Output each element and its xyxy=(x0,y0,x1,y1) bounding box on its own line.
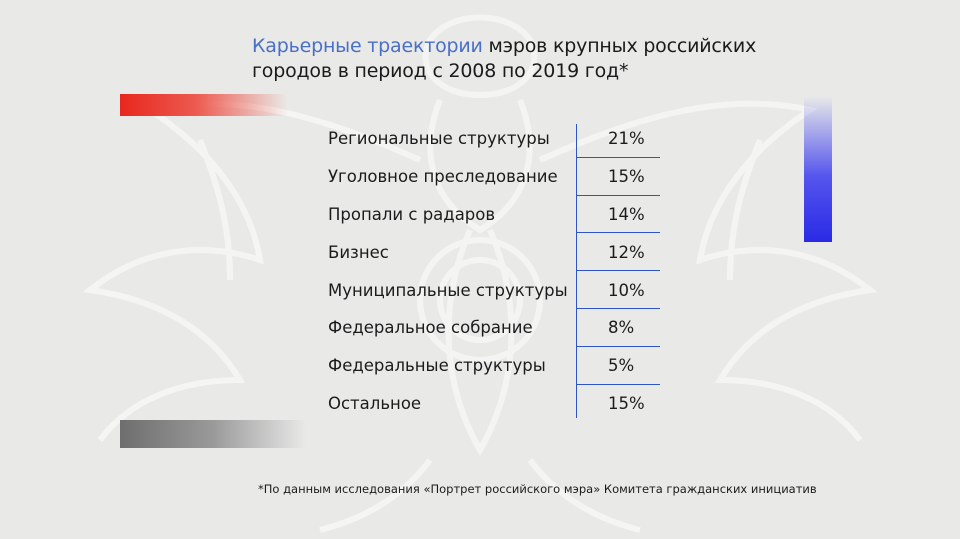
chart-title: Карьерные траектории мэров крупных росси… xyxy=(252,34,812,84)
row-value: 15% xyxy=(608,167,645,187)
row-category: Федеральные структуры xyxy=(328,356,546,376)
title-rest: мэров крупных российских городов в перио… xyxy=(252,35,757,82)
row-divider xyxy=(576,232,660,234)
row-category: Бизнес xyxy=(328,242,389,262)
row-value: 8% xyxy=(608,318,635,338)
row-category: Муниципальные структуры xyxy=(328,280,568,300)
row-value: 5% xyxy=(608,356,635,376)
table-row: Остальное 15% xyxy=(320,385,660,423)
row-divider xyxy=(576,345,660,347)
row-category: Остальное xyxy=(328,393,422,413)
row-divider xyxy=(576,194,660,196)
row-divider xyxy=(576,270,660,272)
row-category: Пропали с радаров xyxy=(328,204,496,224)
blue-flag-stripe xyxy=(804,96,832,242)
table-row: Пропали с радаров 14% xyxy=(320,196,660,234)
title-accent: Карьерные траектории xyxy=(252,35,483,57)
row-value: 21% xyxy=(608,129,645,149)
row-value: 14% xyxy=(608,204,645,224)
row-value: 12% xyxy=(608,242,645,262)
table-row: Федеральные структуры 5% xyxy=(320,347,660,385)
row-category: Региональные структуры xyxy=(328,129,550,149)
gray-stripe xyxy=(120,420,306,448)
row-category: Уголовное преследование xyxy=(328,167,558,187)
table-row: Уголовное преследование 15% xyxy=(320,158,660,196)
career-table: Региональные структуры 21% Уголовное пресл… xyxy=(320,120,660,422)
red-flag-stripe xyxy=(120,94,288,116)
footnote: *По данным исследования «Портрет российс… xyxy=(258,482,817,496)
row-value: 10% xyxy=(608,280,645,300)
row-value: 15% xyxy=(608,393,645,413)
row-category: Федеральное собрание xyxy=(328,318,533,338)
table-row: Федеральное собрание 8% xyxy=(320,309,660,347)
row-divider xyxy=(576,156,660,158)
table-row: Региональные структуры 21% xyxy=(320,120,660,158)
row-divider xyxy=(576,383,660,385)
table-row: Муниципальные структуры 10% xyxy=(320,271,660,309)
row-divider xyxy=(576,307,660,309)
table-row: Бизнес 12% xyxy=(320,233,660,272)
